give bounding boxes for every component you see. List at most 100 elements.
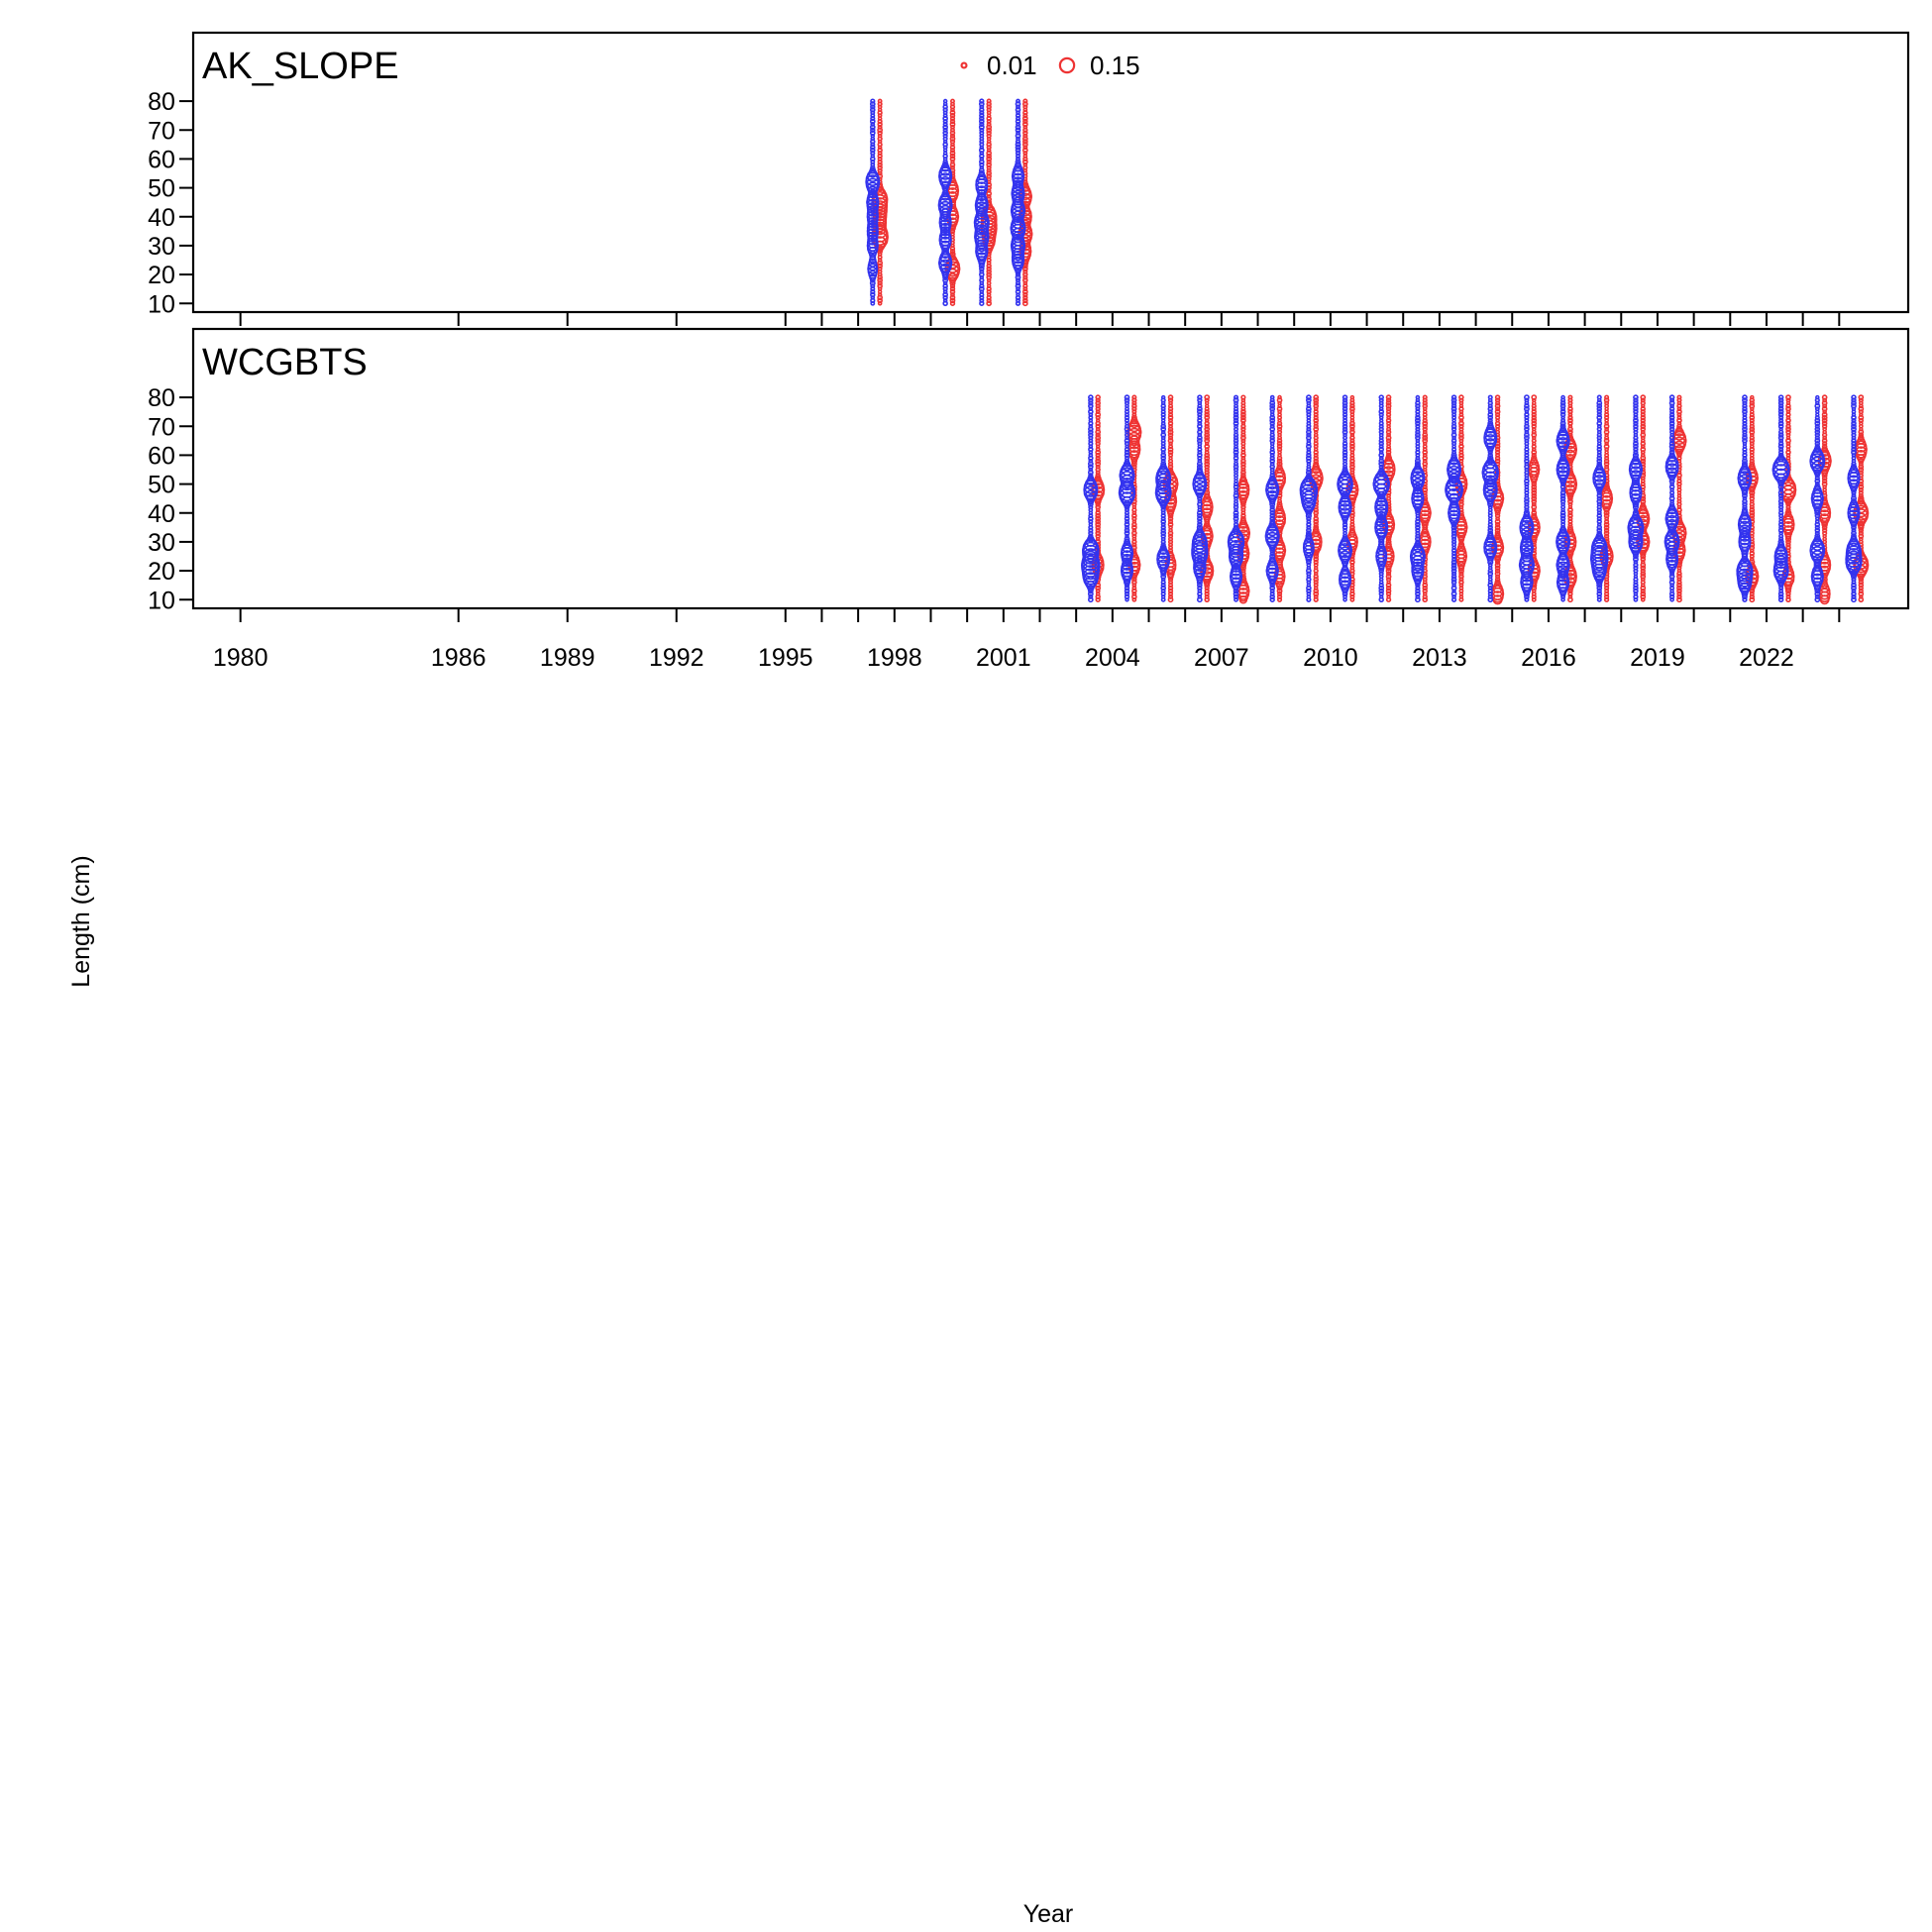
bubble — [1230, 567, 1242, 581]
bubble — [1665, 455, 1678, 467]
bubble — [1451, 536, 1457, 542]
bubble — [1742, 458, 1748, 465]
bubble — [1458, 447, 1464, 453]
bubble — [1749, 507, 1756, 513]
bubbles-male-2011 — [1372, 394, 1390, 603]
bubble — [1447, 477, 1462, 492]
bubble — [866, 239, 879, 253]
bubble — [1814, 512, 1821, 519]
bubble — [1385, 590, 1392, 597]
bubble — [1233, 420, 1239, 427]
bubble — [1377, 469, 1386, 477]
bubble — [1531, 492, 1538, 499]
bubble — [986, 153, 992, 160]
bubble — [1531, 394, 1538, 400]
bubble — [1276, 440, 1283, 447]
bubble — [1486, 532, 1494, 540]
bubble — [1633, 408, 1639, 415]
bubble — [942, 127, 948, 133]
bubble — [1349, 593, 1355, 599]
bubble — [1376, 545, 1387, 556]
bubble — [1851, 589, 1857, 593]
bubble — [1749, 402, 1756, 409]
x-tick-label: 1998 — [867, 644, 922, 672]
bubble — [1342, 426, 1348, 432]
bubble — [1124, 455, 1130, 461]
bubble — [1851, 585, 1857, 591]
bubbles-female-1997 — [871, 98, 889, 306]
y-tick-label: 30 — [148, 529, 175, 557]
bubble — [1385, 438, 1392, 444]
bubbles-male-1999 — [937, 98, 953, 307]
bubble — [942, 130, 948, 136]
bubble — [1269, 402, 1276, 409]
bubble — [1160, 588, 1166, 594]
bubble — [1306, 527, 1312, 534]
bubble — [1487, 596, 1494, 603]
bubble — [1239, 517, 1247, 526]
bubble — [1124, 521, 1130, 528]
bubble — [1524, 438, 1530, 444]
bubble — [1303, 539, 1315, 551]
bubble — [1628, 516, 1644, 533]
panel-frame — [191, 327, 1910, 610]
bubble — [1124, 585, 1130, 591]
bubble — [1603, 483, 1610, 490]
bubble — [1531, 411, 1537, 418]
bubble — [1349, 559, 1355, 566]
y-tick-label: 80 — [148, 384, 175, 412]
bubble — [1204, 492, 1211, 499]
bubble — [1095, 589, 1101, 593]
bubble — [1851, 402, 1857, 409]
bubble — [1640, 593, 1647, 600]
bubble — [1197, 455, 1203, 461]
bubble — [1239, 515, 1246, 522]
bubble — [1784, 509, 1792, 517]
bubble — [939, 228, 951, 240]
bubble — [1240, 452, 1246, 459]
bubble — [1095, 515, 1102, 522]
bubble — [1531, 414, 1537, 421]
bubble — [942, 133, 948, 139]
bubble — [1349, 426, 1355, 432]
bubble — [1385, 574, 1392, 580]
bubble — [1675, 425, 1683, 433]
bubble — [1495, 406, 1501, 412]
bubble — [1777, 400, 1784, 406]
bubble — [1749, 417, 1755, 424]
bubble — [1633, 403, 1639, 409]
bubble — [1010, 220, 1026, 237]
bubble — [1567, 417, 1573, 424]
bubble — [1373, 473, 1390, 489]
bubble — [1378, 441, 1384, 447]
bubbles-male-2022 — [1771, 394, 1790, 602]
bubble — [1520, 515, 1533, 528]
x-tick-label: 2007 — [1194, 644, 1249, 672]
bubble — [1455, 545, 1466, 556]
bubble — [1340, 568, 1350, 580]
bubble — [986, 274, 992, 280]
bubble — [1524, 501, 1530, 507]
bubble — [1603, 527, 1610, 533]
bubble — [1640, 435, 1646, 441]
bubble — [1851, 596, 1857, 603]
bubble — [1633, 420, 1639, 427]
bubble — [1022, 104, 1028, 110]
bubble — [1531, 495, 1538, 502]
bubble — [1495, 574, 1501, 580]
bubble — [1853, 504, 1870, 521]
bubble — [1640, 568, 1646, 574]
bubble — [1095, 435, 1102, 441]
bubble — [1633, 507, 1639, 513]
bubble — [1197, 585, 1203, 591]
bubble — [1858, 530, 1864, 536]
bubble — [1524, 426, 1530, 432]
bubbles-male-2013 — [1445, 394, 1464, 602]
bubble — [986, 161, 992, 168]
bubble — [1204, 470, 1210, 476]
bubble — [949, 115, 956, 122]
bubble — [1821, 443, 1828, 450]
bubble — [1422, 489, 1428, 495]
bubble — [986, 266, 992, 271]
bubble — [1640, 397, 1646, 403]
